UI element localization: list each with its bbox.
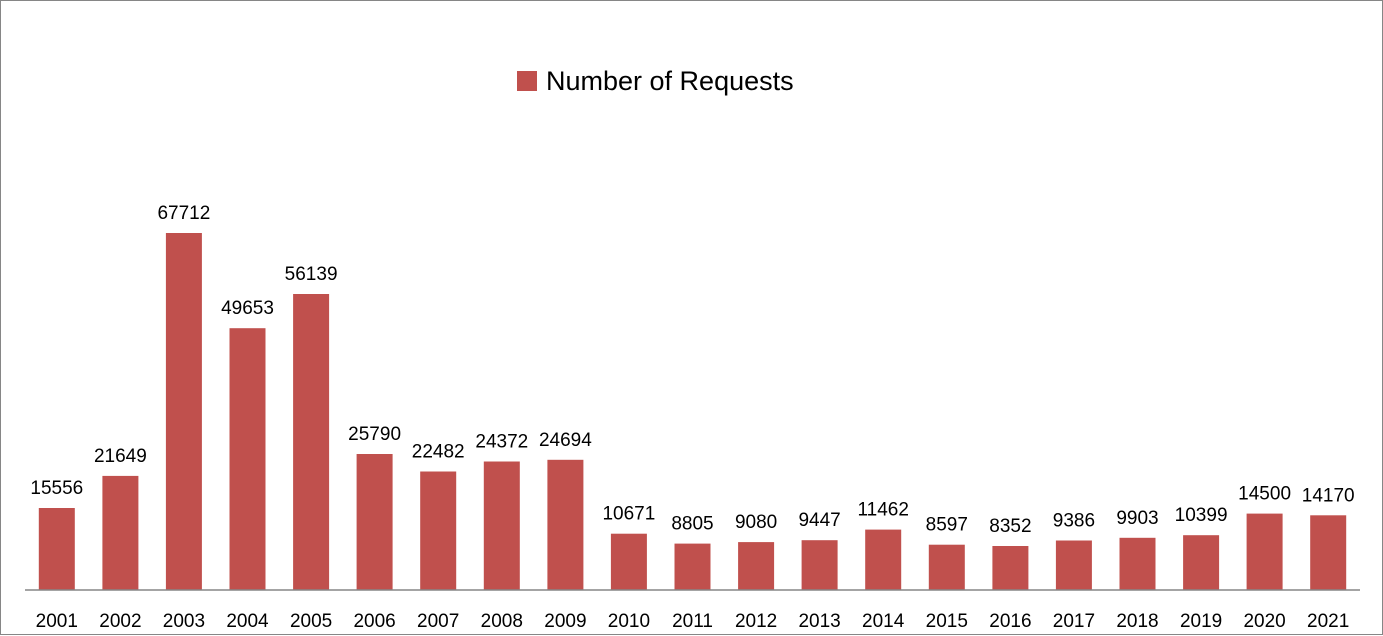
x-tick-label-2001: 2001 [36,611,78,632]
bar-2020 [1246,513,1283,590]
x-tick-label-2008: 2008 [481,611,523,632]
value-label-2012: 9080 [735,512,777,533]
value-label-2021: 14170 [1302,485,1355,506]
x-tick-label-2012: 2012 [735,611,777,632]
bar-2002 [102,475,139,590]
value-label-2009: 24694 [539,430,592,451]
bar-2001 [38,508,75,590]
bar-2011 [674,543,711,590]
x-tick-label-2009: 2009 [544,611,586,632]
x-tick-label-2021: 2021 [1307,611,1349,632]
bar-2021 [1310,515,1347,590]
x-tick-label-2018: 2018 [1116,611,1158,632]
value-label-2008: 24372 [475,432,528,453]
x-tick-label-2017: 2017 [1053,611,1095,632]
value-label-2019: 10399 [1175,505,1228,526]
value-label-2018: 9903 [1116,508,1158,529]
bar-2017 [1055,540,1092,590]
value-label-2001: 15556 [30,478,83,499]
bar-2018 [1119,537,1156,590]
x-tick-label-2016: 2016 [989,611,1031,632]
bars [38,233,1347,590]
bar-2016 [992,546,1029,590]
bar-2019 [1183,535,1220,590]
bar-2008 [483,461,520,590]
legend-label: Number of Requests [546,66,794,96]
value-label-2016: 8352 [989,516,1031,537]
x-tick-label-2020: 2020 [1243,611,1285,632]
value-label-2002: 21649 [94,446,147,467]
x-tick-label-2007: 2007 [417,611,459,632]
x-tick-label-2005: 2005 [290,611,332,632]
x-tick-label-2006: 2006 [353,611,395,632]
value-label-2013: 9447 [798,510,840,531]
value-label-2014: 11462 [857,500,908,521]
x-tick-label-2003: 2003 [163,611,205,632]
bar-2006 [356,454,393,590]
value-label-2007: 22482 [412,442,465,463]
bar-2009 [547,459,584,590]
x-tick-label-2019: 2019 [1180,611,1222,632]
bar-2005 [293,294,330,590]
bar-2010 [610,533,647,590]
bar-2004 [229,328,266,590]
x-tick-label-2014: 2014 [862,611,905,632]
x-tick-labels: 2001 2002 2003 2004 2005 2006 2007 2008 2009 2010… [36,611,1350,632]
x-tick-label-2013: 2013 [798,611,840,632]
value-label-2005: 56139 [285,264,338,285]
bar-2003 [165,233,202,590]
value-label-2006: 25790 [348,424,401,445]
x-tick-label-2010: 2010 [608,611,650,632]
bar-2012 [738,542,775,590]
bar-2014 [865,529,902,590]
value-label-2017: 9386 [1053,511,1095,532]
legend-swatch [517,71,537,91]
value-label-2015: 8597 [926,515,968,536]
value-label-2010: 10671 [602,504,655,525]
x-tick-label-2004: 2004 [226,611,269,632]
value-label-2003: 67712 [157,203,210,224]
value-label-2004: 49653 [221,298,274,319]
bar-2015 [928,544,965,590]
value-labels: 15556 21649 67712 49653 56139 25790 22482 24372… [30,203,1354,537]
x-tick-label-2002: 2002 [99,611,141,632]
legend: Number of Requests [517,66,794,96]
bar-2007 [420,471,457,590]
x-tick-label-2015: 2015 [926,611,968,632]
value-label-2011: 8805 [671,514,713,535]
x-tick-label-2011: 2011 [672,611,713,632]
bar-2013 [801,540,838,590]
value-label-2020: 14500 [1238,484,1291,505]
